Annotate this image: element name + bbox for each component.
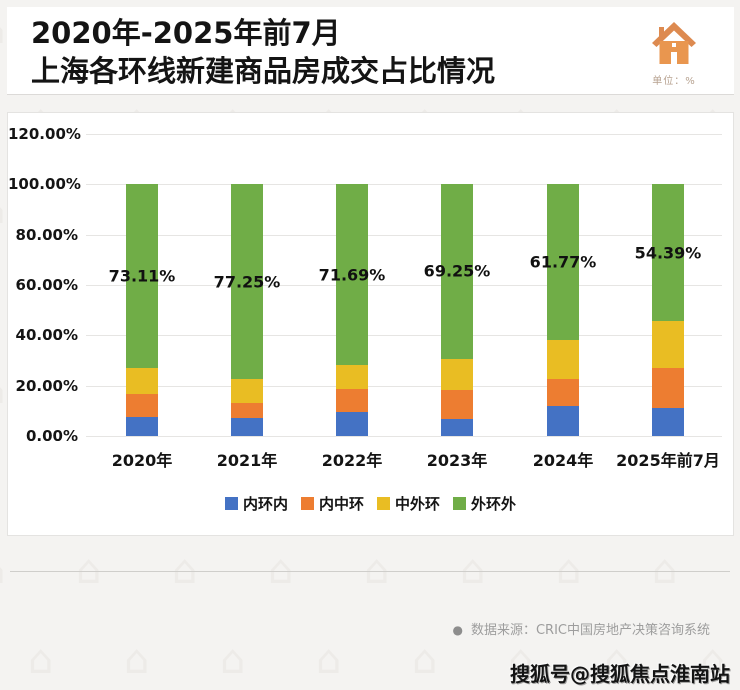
unit-label: 单位：% bbox=[652, 76, 696, 87]
gridline bbox=[86, 134, 722, 135]
pattern-house-glyph: ⌂ bbox=[556, 547, 582, 593]
footer-divider bbox=[10, 571, 730, 572]
data-source: ● 数据来源：CRIC中国房地产决策咨询系统 bbox=[452, 619, 710, 638]
chart-legend: 内环内 内中环 中外环 外环外 bbox=[8, 493, 733, 514]
gridline bbox=[86, 436, 722, 437]
pattern-house-glyph: ⌂ bbox=[0, 10, 5, 50]
gridline bbox=[86, 285, 722, 286]
brand-badge: 单位：% bbox=[646, 19, 702, 87]
x-axis-tick: 2024年 bbox=[532, 451, 594, 470]
data-label-2021年: 77.25% bbox=[213, 272, 281, 292]
legend-label: 内环内 bbox=[242, 495, 288, 513]
pattern-house-glyph: ⌂ bbox=[0, 550, 5, 590]
legend-swatch-icon bbox=[453, 497, 467, 510]
legend-item-外环外: 外环外 bbox=[453, 493, 516, 514]
house-icon bbox=[646, 19, 702, 69]
bar-segment-内中环 bbox=[336, 389, 368, 413]
bar-segment-外环外 bbox=[547, 184, 579, 340]
y-axis-tick: 120.00% bbox=[8, 125, 81, 143]
y-axis-tick: 60.00% bbox=[15, 276, 78, 294]
sohu-watermark: 搜狐号@搜狐焦点淮南站 bbox=[510, 662, 730, 686]
pattern-house-glyph: ⌂ bbox=[364, 547, 390, 593]
stacked-bar-2024年 bbox=[547, 113, 579, 436]
pattern-house-glyph: ⌂ bbox=[220, 637, 246, 683]
y-axis-tick: 80.00% bbox=[15, 225, 78, 244]
bar-segment-内环内 bbox=[547, 406, 579, 436]
bar-segment-内环内 bbox=[652, 408, 684, 436]
pattern-house-glyph: ⌂ bbox=[28, 637, 54, 683]
bar-segment-中外环 bbox=[652, 321, 684, 368]
legend-label: 外环外 bbox=[471, 495, 517, 513]
stacked-bar-2021年 bbox=[231, 113, 263, 436]
y-axis-tick: 40.00% bbox=[15, 326, 78, 345]
pattern-house-glyph: ⌂ bbox=[0, 190, 5, 230]
pattern-house-glyph: ⌂ bbox=[460, 547, 486, 593]
data-label-2023年: 69.25% bbox=[423, 261, 491, 281]
data-source-text: 数据来源：CRIC中国房地产决策咨询系统 bbox=[470, 623, 710, 638]
legend-swatch-icon bbox=[377, 497, 390, 510]
legend-item-中外环: 中外环 bbox=[377, 493, 440, 514]
bar-segment-内中环 bbox=[231, 402, 263, 418]
bar-segment-内环内 bbox=[126, 416, 158, 436]
x-axis-tick: 2020年 bbox=[111, 451, 173, 470]
data-label-2022年: 71.69% bbox=[318, 265, 386, 285]
bar-segment-内中环 bbox=[547, 378, 579, 407]
bar-segment-内环内 bbox=[441, 419, 473, 436]
title-card: 2020年-2025年前7月 上海各环线新建商品房成交占比情况 单位：% bbox=[7, 7, 734, 95]
legend-item-内环内: 内环内 bbox=[224, 493, 288, 514]
stacked-bar-chart: 120.00% 100.00% 80.00% 60.00% 40.00% 20.00% 0.… bbox=[7, 112, 734, 536]
legend-swatch-icon bbox=[300, 497, 314, 510]
bar-segment-外环外 bbox=[652, 184, 684, 322]
pattern-house-glyph: ⌂ bbox=[316, 637, 342, 683]
gridline bbox=[86, 184, 722, 186]
bar-segment-中外环 bbox=[126, 368, 158, 395]
y-axis-tick: 0.00% bbox=[25, 427, 78, 445]
bar-segment-外环外 bbox=[126, 184, 158, 369]
pattern-house-glyph: ⌂ bbox=[76, 547, 102, 593]
bar-segment-中外环 bbox=[231, 378, 263, 403]
data-label-2020年: 73.11% bbox=[108, 266, 176, 286]
stacked-bar-2023年 bbox=[441, 113, 473, 436]
bar-segment-外环外 bbox=[336, 184, 368, 365]
x-axis-tick: 2025年前7月 bbox=[616, 451, 720, 470]
bar-segment-内环内 bbox=[336, 412, 368, 436]
bar-segment-外环外 bbox=[231, 184, 263, 379]
stacked-bar-2020年 bbox=[126, 113, 158, 436]
pattern-house-glyph: ⌂ bbox=[268, 547, 294, 593]
gridline bbox=[86, 234, 722, 236]
bar-segment-内中环 bbox=[652, 367, 684, 409]
data-label-2025年前7月: 54.39% bbox=[634, 243, 702, 263]
x-axis-tick: 2021年 bbox=[216, 451, 278, 470]
page-title: 2020年-2025年前7月 上海各环线新建商品房成交占比情况 bbox=[31, 15, 495, 90]
stacked-bar-2022年 bbox=[336, 113, 368, 436]
y-axis-tick: 100.00% bbox=[8, 175, 81, 194]
gridline bbox=[86, 385, 722, 387]
page-title-line2: 上海各环线新建商品房成交占比情况 bbox=[31, 53, 496, 88]
pattern-house-glyph: ⌂ bbox=[0, 370, 5, 410]
gridline bbox=[86, 335, 722, 337]
bar-segment-中外环 bbox=[441, 358, 473, 391]
bar-segment-外环外 bbox=[441, 184, 473, 359]
bar-segment-中外环 bbox=[547, 339, 579, 379]
pattern-house-glyph: ⌂ bbox=[652, 547, 678, 593]
pattern-house-glyph: ⌂ bbox=[412, 637, 438, 683]
y-axis-tick: 20.00% bbox=[15, 376, 78, 395]
legend-swatch-icon bbox=[224, 497, 238, 510]
stacked-bar-2025年前7月 bbox=[652, 113, 684, 436]
x-axis-tick: 2023年 bbox=[426, 451, 488, 470]
x-axis-tick: 2022年 bbox=[321, 451, 383, 470]
pattern-house-glyph: ⌂ bbox=[172, 547, 198, 593]
bar-segment-中外环 bbox=[336, 364, 368, 390]
legend-label: 中外环 bbox=[395, 495, 441, 513]
page-title-line1: 2020年-2025年前7月 bbox=[31, 16, 341, 50]
bar-segment-内环内 bbox=[231, 417, 263, 436]
legend-label: 内中环 bbox=[318, 495, 364, 513]
bar-segment-内中环 bbox=[441, 390, 473, 420]
legend-item-内中环: 内中环 bbox=[300, 493, 364, 514]
pattern-house-glyph: ⌂ bbox=[124, 637, 150, 683]
bullet-icon: ● bbox=[452, 623, 463, 637]
bar-segment-内中环 bbox=[126, 394, 158, 417]
data-label-2024年: 61.77% bbox=[529, 252, 597, 272]
